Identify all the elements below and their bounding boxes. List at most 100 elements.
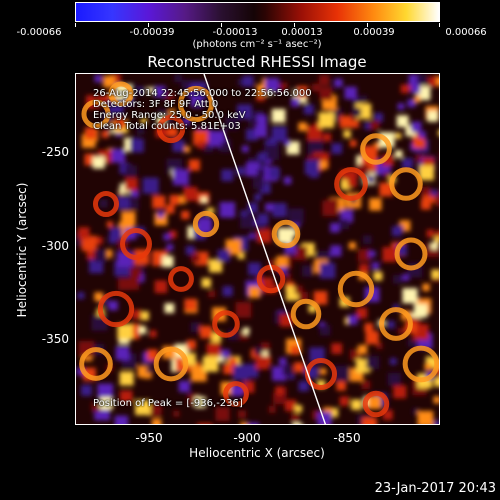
image-pixel [268, 405, 276, 413]
image-pixel [91, 402, 101, 412]
image-pixel [426, 229, 435, 238]
image-pixel [154, 280, 168, 294]
image-pixel [407, 99, 416, 108]
image-pixel [84, 153, 97, 166]
image-pixel [431, 269, 439, 279]
image-pixel [336, 380, 346, 391]
image-pixel [290, 413, 300, 423]
image-pixel [248, 118, 255, 125]
image-pixel [201, 278, 211, 288]
image-pixel [137, 87, 145, 94]
emission-ring [192, 210, 220, 238]
image-pixel [389, 357, 397, 365]
image-pixel [101, 130, 109, 138]
image-pixel [210, 332, 222, 343]
colorbar-tick-label: -0.00039 [129, 27, 175, 38]
image-pixel [221, 169, 234, 182]
image-pixel [413, 304, 428, 318]
image-pixel [115, 129, 123, 137]
image-pixel [363, 235, 372, 244]
colorbar-tick [75, 23, 76, 27]
image-pixel [268, 137, 275, 144]
image-pixel [367, 395, 381, 410]
image-pixel [364, 323, 374, 332]
colorbar-tick-label: 0.00039 [353, 27, 395, 38]
image-pixel [242, 381, 255, 393]
info-line: 26-Aug-2014 22:45:56.000 to 22:56:56.000 [93, 88, 312, 99]
x-tick-label: -900 [233, 431, 261, 445]
image-pixel [280, 314, 293, 327]
image-pixel [374, 113, 384, 123]
image-pixel [334, 78, 343, 88]
image-pixel [94, 74, 102, 83]
y-axis-label: Heliocentric Y (arcsec) [15, 182, 29, 318]
image-pixel [249, 232, 256, 240]
image-pixel [395, 243, 408, 256]
image-pixel [432, 420, 439, 424]
image-pixel [308, 304, 317, 313]
image-pixel [339, 115, 352, 129]
image-pixel [236, 166, 245, 176]
image-pixel [106, 221, 113, 228]
image-pixel [289, 229, 297, 237]
image-pixel [100, 94, 110, 105]
image-pixel [196, 218, 212, 234]
image-pixel [364, 122, 373, 130]
image-pixel [252, 178, 264, 189]
image-pixel [168, 108, 176, 116]
image-pixel [248, 286, 261, 298]
image-pixel [428, 76, 439, 87]
image-pixel [327, 198, 339, 210]
solar-limb-line [203, 74, 327, 424]
image-pixel [292, 423, 303, 424]
image-title: Reconstructed RHESSI Image [147, 53, 367, 71]
image-pixel [290, 97, 300, 107]
image-pixel [293, 246, 308, 261]
image-pixel [265, 203, 274, 212]
image-pixel [431, 242, 438, 250]
image-pixel [130, 200, 139, 210]
rhessi-image: 26-Aug-2014 22:45:56.000 to 22:56:56.000… [75, 73, 440, 425]
image-pixel [361, 380, 371, 390]
image-pixel [257, 213, 269, 225]
colorbar-tick [367, 23, 368, 27]
image-pixel [103, 75, 115, 88]
emission-ring [97, 290, 135, 328]
image-pixel [329, 408, 339, 418]
image-pixel [439, 373, 440, 387]
image-pixel [357, 344, 368, 355]
colorbar [75, 2, 440, 22]
image-pixel [245, 162, 260, 177]
image-pixel [190, 322, 201, 333]
y-tick-label: -250 [41, 145, 69, 159]
info-line: Clean Total counts: 5.81E+03 [93, 121, 241, 132]
image-pixel [237, 104, 252, 120]
image-pixel [228, 357, 237, 366]
emission-ring [379, 307, 413, 341]
image-pixel [225, 116, 239, 130]
image-pixel [146, 87, 154, 94]
emission-ring [153, 346, 189, 382]
image-pixel [154, 85, 166, 98]
image-pixel [81, 235, 97, 252]
image-canvas [76, 74, 440, 424]
image-pixel [215, 353, 225, 363]
image-pixel [188, 159, 200, 171]
emission-ring [81, 99, 111, 129]
image-pixel [417, 410, 434, 424]
image-pixel [356, 307, 368, 319]
image-pixel [430, 189, 438, 197]
image-pixel [391, 226, 402, 237]
image-pixel [323, 133, 332, 142]
colorbar-tick-label: 0.00013 [281, 27, 323, 38]
image-pixel [410, 318, 417, 325]
image-pixel [414, 96, 421, 103]
image-pixel [255, 355, 269, 370]
emission-ring [168, 266, 194, 292]
image-pixel [400, 84, 410, 94]
image-pixel [215, 406, 230, 422]
image-pixel [92, 156, 105, 169]
image-pixel [283, 176, 292, 185]
image-pixel [114, 415, 129, 424]
image-pixel [402, 274, 410, 281]
